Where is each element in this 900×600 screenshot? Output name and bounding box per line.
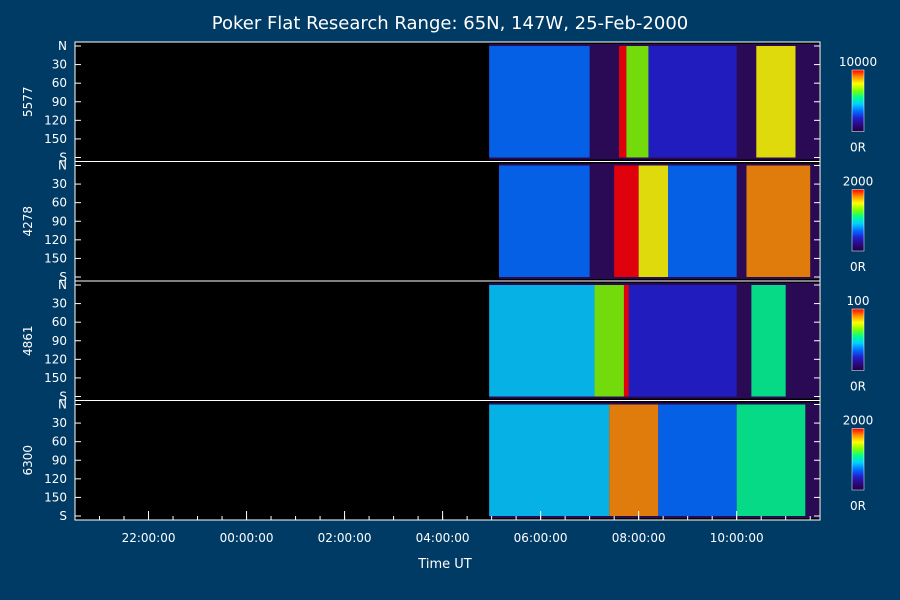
- y-tick-label: 60: [52, 196, 67, 210]
- y-tick-label: N: [58, 39, 67, 53]
- emission-feature: [638, 165, 669, 277]
- y-tick-label: 120: [44, 233, 67, 247]
- emission-feature: [668, 165, 737, 277]
- emission-feature: [489, 404, 610, 516]
- colorbar-max-label: 2000: [843, 414, 874, 428]
- panel-5577: N 30 60 90 120 150 S 5577 10000 0R: [21, 39, 877, 165]
- emission-feature: [751, 285, 786, 397]
- x-tick-label: 22:00:00: [122, 531, 176, 545]
- y-tick-label: 150: [44, 132, 67, 146]
- emission-feature: [756, 46, 796, 158]
- y-tick-label: 120: [44, 113, 67, 127]
- y-tick-label: 90: [52, 95, 67, 109]
- x-tick-label: 00:00:00: [220, 531, 274, 545]
- x-axis: 22:00:00 00:00:00 02:00:00 04:00:00 06:00:00…: [74, 511, 811, 545]
- emission-feature: [614, 165, 639, 277]
- emission-feature: [626, 46, 649, 158]
- y-tick-label: 60: [52, 435, 67, 449]
- emission-feature: [489, 285, 595, 397]
- y-tick-label: S: [59, 509, 67, 523]
- y-tick-label: 60: [52, 76, 67, 90]
- x-tick-label: 04:00:00: [416, 531, 470, 545]
- y-tick-label: 120: [44, 352, 67, 366]
- emission-feature: [736, 404, 806, 516]
- emission-feature: [658, 404, 737, 516]
- y-tick-label: N: [58, 398, 67, 412]
- panel-label: 6300: [21, 445, 35, 476]
- x-tick-label: 08:00:00: [612, 531, 666, 545]
- panel-4278: N 30 60 90 120 150 S 4278 2000 0R: [21, 159, 873, 285]
- y-tick-label: 30: [52, 297, 67, 311]
- emission-feature: [623, 285, 629, 397]
- emission-feature: [594, 285, 624, 397]
- chart-title: Poker Flat Research Range: 65N, 147W, 25…: [212, 13, 688, 34]
- panel-6300: N 30 60 90 120 150 S 6300 2000 0R: [21, 398, 873, 524]
- panel-label: 4861: [21, 325, 35, 356]
- colorbar: [851, 69, 865, 132]
- y-tick-label: 90: [52, 334, 67, 348]
- colorbar: [851, 189, 865, 252]
- y-tick-label: 30: [52, 58, 67, 72]
- colorbar-min-label: 0R: [850, 380, 866, 394]
- emission-feature: [609, 404, 659, 516]
- emission-feature: [489, 46, 590, 158]
- panel-label: 4278: [21, 206, 35, 237]
- y-tick-label: S: [59, 151, 67, 165]
- y-tick-label: 120: [44, 472, 67, 486]
- emission-feature: [746, 165, 811, 277]
- y-tick-label: 150: [44, 490, 67, 504]
- y-tick-label: 150: [44, 371, 67, 385]
- y-tick-label: 90: [52, 214, 67, 228]
- panel-4861: N 30 60 90 120 150 S 4861 100 0R: [21, 278, 869, 404]
- x-tick-label: 10:00:00: [710, 531, 764, 545]
- colorbar: [851, 308, 865, 371]
- y-tick-label: S: [59, 270, 67, 284]
- y-tick-label: 60: [52, 315, 67, 329]
- y-tick-label: S: [59, 390, 67, 404]
- y-tick-label: N: [58, 278, 67, 292]
- colorbar-max-label: 100: [847, 294, 870, 308]
- colorbar-min-label: 0R: [850, 260, 866, 274]
- y-tick-label: 90: [52, 453, 67, 467]
- colorbar: [851, 428, 865, 491]
- x-tick-label: 06:00:00: [514, 531, 568, 545]
- emission-feature: [648, 46, 737, 158]
- colorbar-max-label: 2000: [843, 175, 874, 189]
- y-tick-label: 150: [44, 251, 67, 265]
- panel-label: 5577: [21, 86, 35, 117]
- y-tick-label: N: [58, 159, 67, 173]
- panels: N 30 60 90 120 150 S 5577 10000 0R N 30 60 90 120 150 S 4…: [21, 39, 877, 523]
- colorbar-min-label: 0R: [850, 141, 866, 155]
- x-tick-label: 02:00:00: [318, 531, 372, 545]
- emission-feature: [498, 165, 590, 277]
- colorbar-max-label: 10000: [839, 55, 877, 69]
- emission-feature: [619, 46, 627, 158]
- y-tick-label: 30: [52, 416, 67, 430]
- x-axis-label: Time UT: [417, 557, 471, 572]
- y-tick-label: 30: [52, 177, 67, 191]
- colorbar-min-label: 0R: [850, 499, 866, 513]
- emission-feature: [628, 285, 737, 397]
